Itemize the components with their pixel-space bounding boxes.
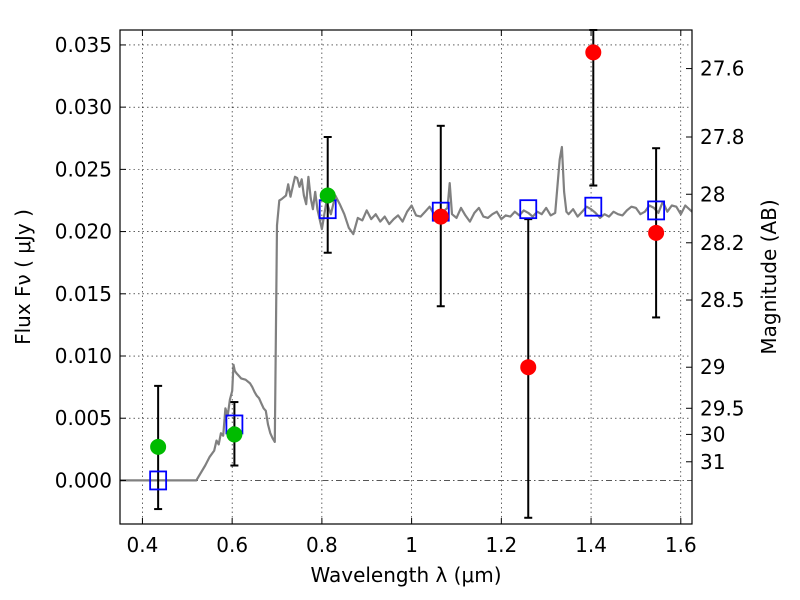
observed-point-red [648,224,665,241]
observed-point-red [520,359,537,376]
x-tick-label: 1.4 [575,533,607,557]
grid-lines [120,30,692,524]
plot-frame [119,29,693,525]
x-tick-label: 0.4 [127,533,159,557]
x-tick-label: 1 [405,533,418,557]
y2-tick-label: 30 [700,422,725,446]
x-tick-label: 1.6 [665,533,697,557]
x-tick-label: 1.2 [485,533,517,557]
y-axis-title: Flux Fν ( μJy ) [11,209,35,345]
y2-tick-label: 29 [700,355,725,379]
model-photometry-square [584,196,603,217]
y2-tick-label: 28.5 [700,288,745,312]
y2-tick-label: 27.8 [700,125,745,149]
model-spectrum-group [120,145,693,482]
y2-tick-label: 27.6 [700,57,745,81]
y-tick-label: 0.010 [55,344,112,368]
x-axis-title: Wavelength λ (μm) [310,563,501,587]
y2-axis-ticks: 27.6 27.8 28 28.2 28.5 29 29.530 31 [686,57,745,474]
y2-tick-label: 28 [700,182,725,206]
model-spectrum-line [120,145,693,482]
observed-point-green [319,187,336,204]
y2-tick-label: 28.2 [700,231,745,255]
y-tick-label: 0.005 [55,406,112,430]
y2-axis-title: Magnitude (AB) [757,199,781,354]
y2-tick-label: 31 [700,450,725,474]
model-photometry-square [647,200,666,221]
y-tick-label: 0.020 [55,220,112,244]
y-axis-ticks: 0.000 0.005 0.010 0.015 0.020 0.025 0.030 0.035 [55,33,126,492]
observed-points-group [150,44,665,455]
y-tick-label: 0.000 [55,468,112,492]
y-tick-label: 0.030 [55,95,112,119]
observed-point-red [432,208,449,225]
model-photometry-square [519,199,538,220]
x-axis-ticks: 0.4 0.6 0.8 1 1.2 1.4 1.6 [127,30,697,557]
y-tick-label: 0.035 [55,33,112,57]
model-photometry-square [149,470,168,491]
observed-point-green [150,438,167,455]
y-tick-label: 0.025 [55,157,112,181]
observed-point-green [226,426,243,443]
x-tick-label: 0.6 [216,533,248,557]
y2-tick-label: 29.5 [700,396,745,420]
error-bars-group [154,29,661,519]
model-photometry-group [149,196,666,491]
y-tick-label: 0.015 [55,282,112,306]
x-tick-label: 0.8 [306,533,338,557]
observed-point-red [585,44,602,61]
